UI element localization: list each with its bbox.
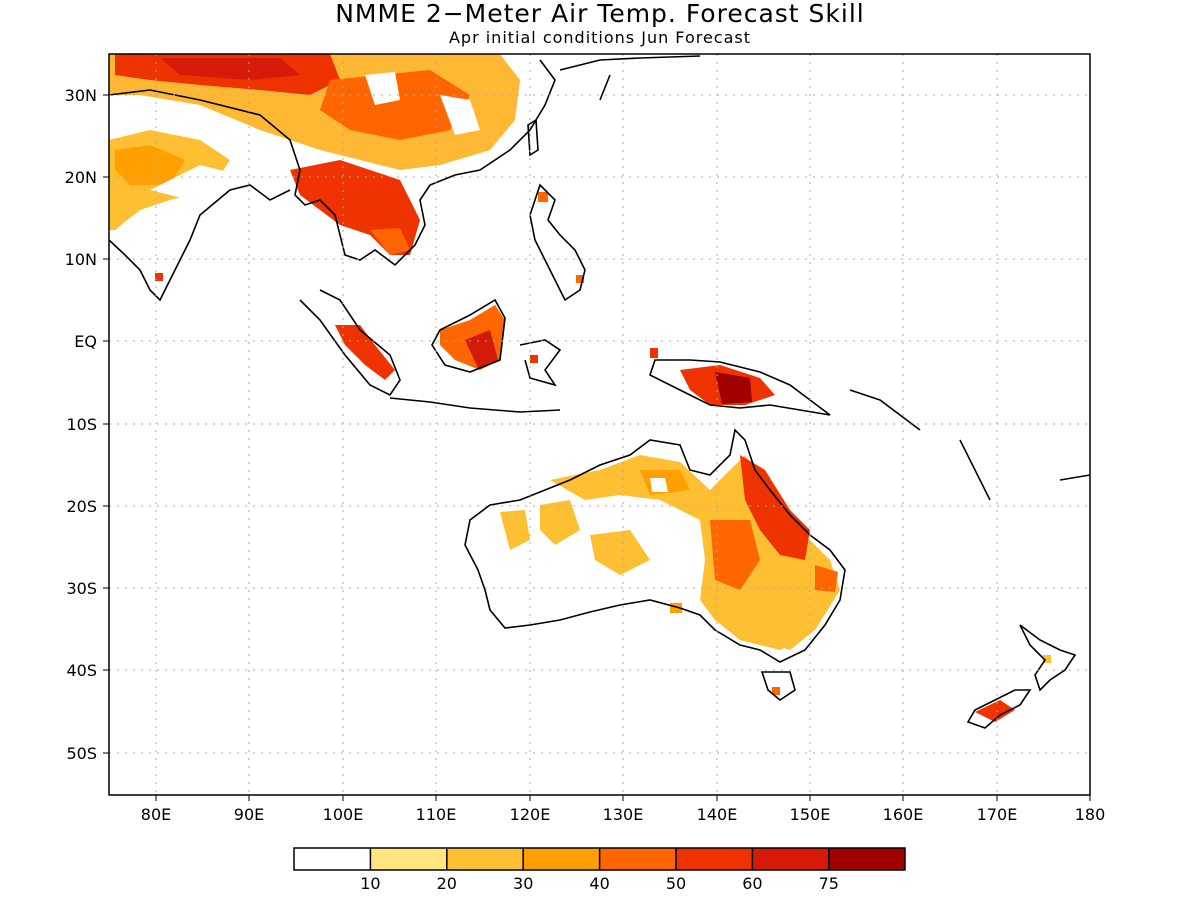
legend-swatch bbox=[676, 848, 753, 870]
coastline-australia bbox=[464, 428, 846, 663]
legend-label: 30 bbox=[513, 874, 533, 893]
y-tick-label: 10S bbox=[66, 415, 97, 434]
x-tick-label: 110E bbox=[416, 805, 457, 824]
legend-swatch bbox=[752, 848, 829, 870]
y-tick-label: 50S bbox=[66, 744, 97, 763]
coastline-india bbox=[109, 184, 291, 302]
legend-swatch bbox=[523, 848, 600, 870]
x-tick-label: 100E bbox=[323, 805, 364, 824]
legend-label: 40 bbox=[589, 874, 609, 893]
coastline-malay-sumatra bbox=[299, 289, 401, 397]
y-tick-label: 20S bbox=[66, 497, 97, 516]
map-subtitle: Apr initial conditions Jun Forecast bbox=[448, 28, 752, 47]
legend-swatch bbox=[294, 848, 371, 870]
legend-label: 20 bbox=[437, 874, 457, 893]
legend-label: 10 bbox=[360, 874, 380, 893]
legend-swatch bbox=[370, 848, 447, 870]
y-tick-label: 30N bbox=[65, 86, 97, 105]
x-tick-label: 130E bbox=[603, 805, 644, 824]
coastline-taiwan bbox=[527, 118, 539, 157]
x-tick-labels: 80E 90E 100E 110E 120E 130E 140E 150E 16… bbox=[141, 805, 1106, 824]
legend-label: 75 bbox=[819, 874, 839, 893]
coastline-java bbox=[389, 397, 561, 413]
x-tick-label: 180 bbox=[1075, 805, 1106, 824]
y-tick-label: 30S bbox=[66, 579, 97, 598]
legend-swatch bbox=[599, 848, 676, 870]
x-tick-label: 120E bbox=[510, 805, 551, 824]
skill-patch-new-zealand bbox=[975, 700, 1015, 722]
map-title: NMME 2−Meter Air Temp. Forecast Skill bbox=[335, 0, 865, 28]
coastline-pacific-islands bbox=[849, 389, 1090, 501]
y-tick-label: EQ bbox=[74, 332, 97, 351]
y-tick-label: 40S bbox=[66, 661, 97, 680]
y-tick-label: 10N bbox=[65, 250, 97, 269]
coastline-tasmania bbox=[760, 671, 796, 701]
legend-label: 50 bbox=[666, 874, 686, 893]
coastline-sulawesi bbox=[519, 339, 562, 387]
y-tick-labels: 30N 20N 10N EQ 10S 20S 30S 40S 50S bbox=[65, 86, 97, 763]
coastlines bbox=[109, 55, 1090, 729]
coastline-nz-north bbox=[1019, 624, 1077, 692]
tick-marks bbox=[103, 94, 1091, 801]
skill-shading bbox=[109, 54, 1051, 722]
coastline-korea-japan bbox=[559, 55, 701, 101]
coastline-new-guinea bbox=[649, 359, 831, 416]
x-tick-label: 140E bbox=[697, 805, 738, 824]
gridlines bbox=[109, 54, 1090, 795]
coastline-philippines bbox=[529, 183, 586, 302]
legend-swatch bbox=[446, 848, 524, 870]
x-tick-label: 80E bbox=[141, 805, 171, 824]
x-tick-label: 150E bbox=[790, 805, 831, 824]
x-tick-label: 160E bbox=[883, 805, 924, 824]
x-tick-label: 170E bbox=[977, 805, 1018, 824]
coastline-asia bbox=[109, 59, 556, 267]
legend-label: 60 bbox=[742, 874, 762, 893]
legend-swatch bbox=[828, 848, 905, 870]
coastline-nz-south bbox=[966, 689, 1032, 729]
skill-patch-sumatra bbox=[335, 325, 395, 380]
y-tick-label: 20N bbox=[65, 168, 97, 187]
x-tick-label: 90E bbox=[234, 805, 264, 824]
color-legend: 10 20 30 40 50 60 75 bbox=[293, 847, 906, 893]
